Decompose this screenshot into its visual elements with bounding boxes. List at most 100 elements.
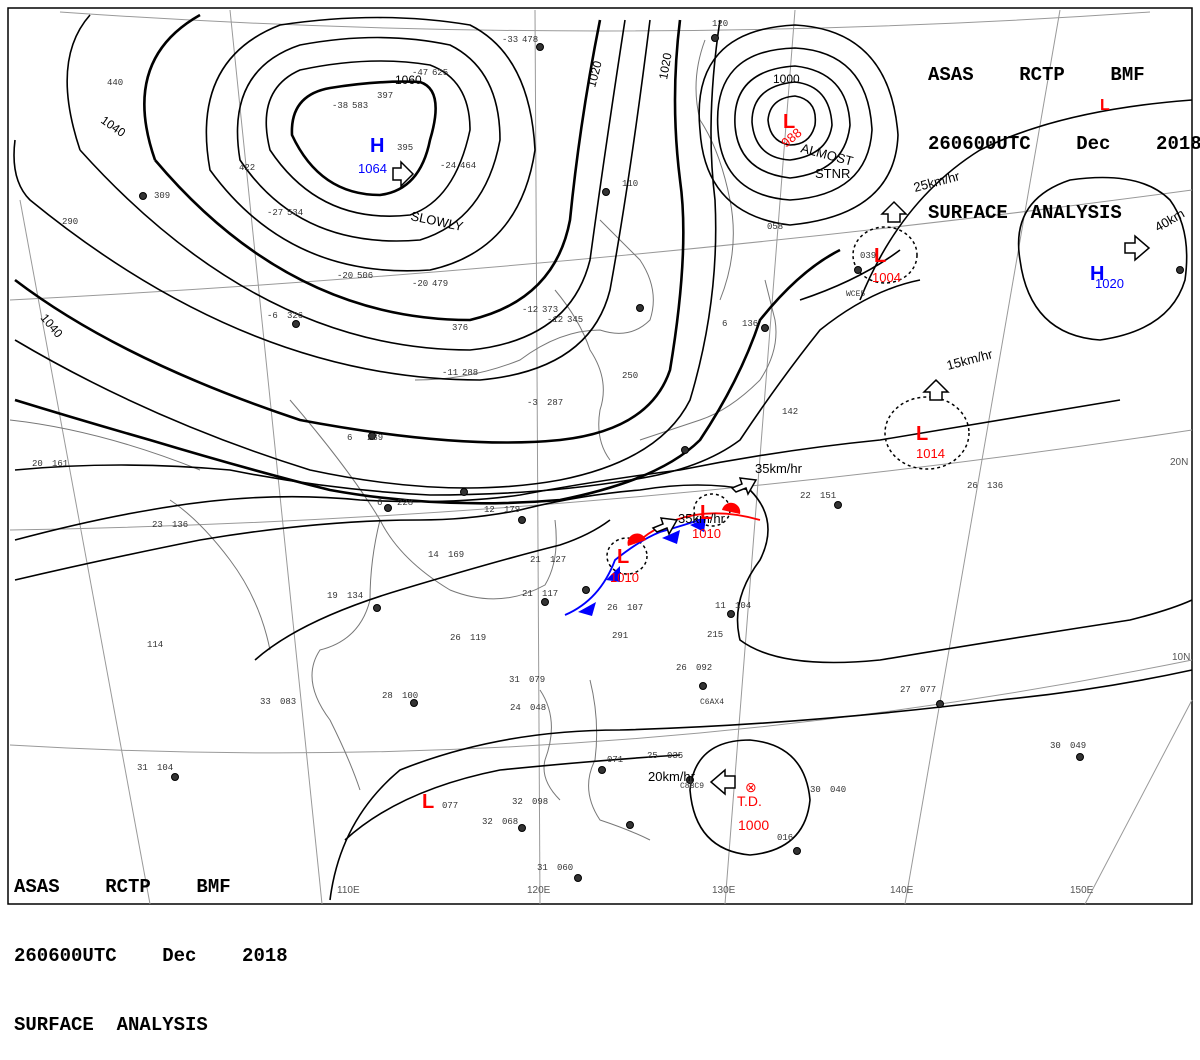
station-temperature: 19 [327,591,338,601]
longitude-label: 110E [337,885,360,896]
system-pressure: 1020 [1095,276,1124,291]
station-pressure: 291 [612,631,628,641]
arrow-icon [392,160,415,188]
graticule [9,9,1193,905]
station-pressure: 136 [172,520,188,530]
isobar-label: 1020 [656,51,674,80]
station-temperature: 12 [484,505,495,515]
station-pressure: 440 [107,78,123,88]
station-pressure: 071 [607,755,623,765]
station-pressure: 376 [452,323,468,333]
longitude-label: 150E [1070,885,1094,896]
station-pressure: 040 [830,785,846,795]
system-pressure: 1014 [916,446,945,461]
low-center-icon: L [700,502,712,524]
ship-callsign: C6AX4 [700,698,724,707]
station-pressure: 136 [987,481,1003,491]
station-pressure: 104 [735,601,751,611]
station-temperature: 30 [810,785,821,795]
motion-arrows [392,160,1151,796]
station-pressure: 228 [397,498,413,508]
station-pressure: 583 [352,101,368,111]
station-temperature: 32 [482,817,493,827]
station-temperature: -3 [527,398,538,408]
station-temperature: -47 [412,68,428,78]
station-temperature: -11 [442,368,458,378]
coastlines [9,39,777,841]
station-pressure: 395 [397,143,413,153]
station-temperature: 23 [152,520,163,530]
high-center-icon: H [1090,263,1104,285]
station-temperature: -12 [522,305,538,315]
station-temperature: -38 [332,101,348,111]
station-temperature: 32 [512,797,523,807]
station-pressure: 134 [347,591,363,601]
station-pressure: 107 [627,603,643,613]
station-pressure: 397 [377,91,393,101]
header-top-right: ASAS RCTP BMF 260600UTC Dec 2018 SURFACE… [928,18,1200,248]
tropical-depression-icon: ⊗ [745,779,757,795]
station-pressure: 098 [532,797,548,807]
station-pressure: 058 [767,222,783,232]
station-pressure: 479 [432,279,448,289]
station-pressure: 117 [542,589,558,599]
station-pressure: 035 [667,751,683,761]
station-temperature: 26 [607,603,618,613]
station-temperature: 26 [450,633,461,643]
station-temperature: 27 [900,685,911,695]
fronts [564,502,761,616]
header-line-2: 260600UTC Dec 2018 [14,945,288,967]
station-temperature: 33 [260,697,271,707]
longitude-label: 130E [712,885,736,896]
station-pressure: 060 [557,863,573,873]
station-pressure: 373 [542,305,558,315]
station-pressure: 092 [696,663,712,673]
arrow-icon [1124,234,1151,262]
station-temperature: 25 [647,751,658,761]
station-temperature: 31 [537,863,548,873]
arrow-icon [880,200,908,223]
cold-front-triangle [578,602,596,616]
system-pressure: 1004 [872,270,901,285]
station-pressure: 083 [280,697,296,707]
system-motion: STNR [815,166,850,181]
cold-front-triangle [690,518,706,532]
station-pressure: 506 [357,271,373,281]
station-temperature: 30 [1050,741,1061,751]
station-markers [139,34,1184,882]
header-line-1: ASAS RCTP BMF [14,876,231,898]
station-temperature: 22 [800,491,811,501]
station-pressure: 039 [860,251,876,261]
station-pressure: 290 [62,217,78,227]
station-pressure: 215 [707,630,723,640]
ship-callsign: WCE5 [846,290,865,299]
station-temperature: -27 [267,208,283,218]
station-pressure: 068 [502,817,518,827]
isobar-label: 1060 [395,73,422,87]
isobar-label: 1020 [584,59,605,89]
station-pressure: 345 [567,315,583,325]
header-line-1: ASAS RCTP BMF [928,64,1145,86]
low-center-icon: L [916,423,928,445]
station-pressure: 534 [287,208,303,218]
station-temperature: -33 [502,35,518,45]
weather-map: 110E 120E 130E 140E 150E20N10N10601040102010… [7,7,1193,905]
station-temperature: 6 [377,498,382,508]
cold-front-triangle [662,530,680,544]
header-line-3: SURFACE ANALYSIS [14,1014,208,1036]
station-pressure: 625 [432,68,448,78]
station-pressure: 478 [522,35,538,45]
low-center-icon: L [422,791,434,813]
station-pressure: 119 [470,633,486,643]
station-pressure: 100 [402,691,418,701]
station-pressure: 179 [504,505,520,515]
station-pressure: 288 [462,368,478,378]
station-pressure: 151 [820,491,836,501]
low-center-icon: L [783,111,795,133]
arrow-icon [730,477,758,496]
station-pressure: 422 [239,163,255,173]
latitude-label: 10N [1172,652,1190,663]
system-motion: 20km/hr [648,769,696,784]
station-temperature: 6 [722,319,727,329]
latitude-label: 20N [1170,457,1188,468]
